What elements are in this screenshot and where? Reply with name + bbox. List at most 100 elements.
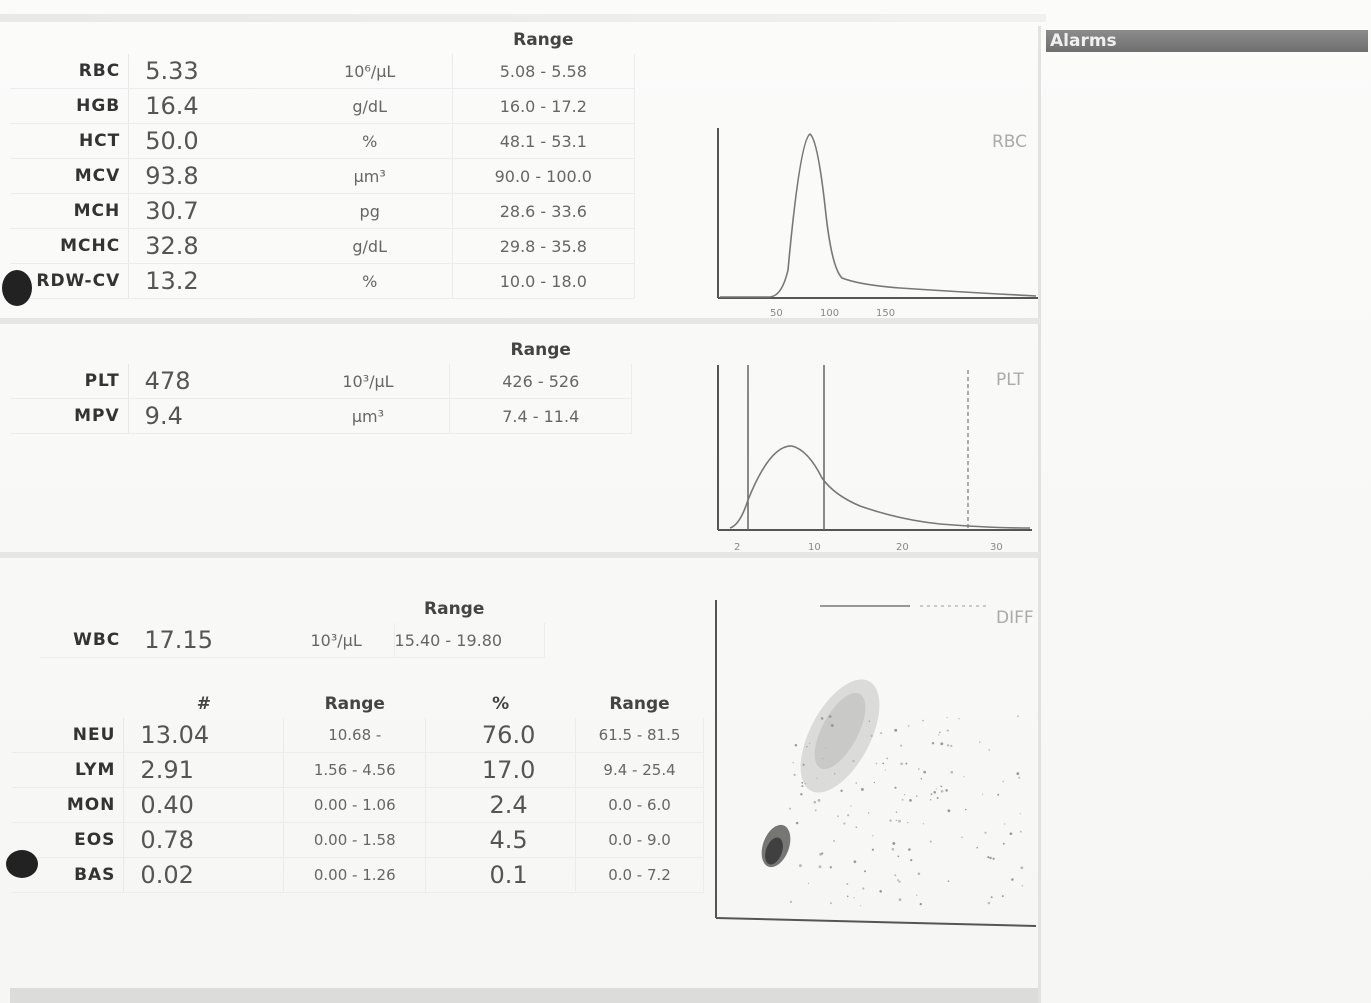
scatter-speck: [894, 874, 897, 877]
rbc-param-row: MCHC 32.8 g/dL 29.8 - 35.8: [10, 228, 636, 264]
scatter-speck: [807, 882, 810, 885]
scatter-speck: [891, 847, 895, 851]
param-range: 28.6 - 33.6: [451, 193, 636, 229]
scatter-speck: [919, 902, 922, 906]
wbc-results-table: Range WBC 17.15 10³/µL 15.40 - 19.80: [40, 595, 546, 658]
param-range: 90.0 - 100.0: [451, 158, 636, 194]
scatter-speck: [898, 880, 901, 883]
scatter-speck: [910, 858, 913, 862]
param-value: 478: [128, 364, 287, 399]
param-range: 16.0 - 17.2: [451, 88, 636, 124]
scatter-speck: [916, 795, 918, 797]
diff-param-row: NEU 13.04 10.68 -76.0 61.5 - 81.5: [12, 718, 704, 753]
plt-param-row: MPV 9.4 µm³ 7.4 - 11.4: [10, 398, 632, 434]
scatter-speck: [837, 815, 839, 818]
alarms-header: Alarms: [1046, 30, 1368, 52]
scatter-speck: [892, 841, 896, 845]
param-value: 13.2: [128, 263, 288, 299]
scatter-speck: [1021, 884, 1024, 887]
param-unit: %: [287, 123, 453, 159]
pct-value: 76.0: [425, 718, 576, 753]
rbc-range-header: Range: [513, 30, 574, 50]
scatter-speck: [900, 762, 903, 766]
pct-range: 0.0 - 9.0: [575, 822, 704, 858]
scatter-speck: [855, 782, 858, 784]
scatter-speck: [875, 762, 878, 765]
scatter-speck: [840, 789, 843, 793]
param-unit: 10³/µL: [286, 364, 450, 399]
scatter-speck: [1020, 866, 1024, 870]
pct-range-header: Range: [609, 694, 670, 714]
scatter-speck: [870, 734, 873, 738]
param-label: PLT: [10, 364, 129, 399]
scatter-speck: [935, 788, 938, 790]
scatter-speck: [793, 773, 796, 777]
param-unit: µm³: [286, 398, 450, 434]
scatter-speck: [789, 900, 793, 904]
scatter-speck: [895, 819, 897, 822]
scatter-speck: [884, 769, 886, 771]
scatter-speck: [905, 762, 908, 765]
plt-tick: 2: [734, 542, 740, 553]
scatter-speck: [853, 860, 857, 864]
scatter-speck: [947, 809, 951, 813]
param-label: HGB: [10, 88, 130, 124]
param-label: MPV: [10, 398, 129, 434]
scatter-speck: [907, 725, 910, 727]
scatter-speck: [938, 731, 941, 734]
scatter-speck: [853, 897, 855, 899]
abs-header: #: [196, 694, 211, 714]
wbc-value: 17.15: [128, 623, 279, 658]
wbc-range: 15.40 - 19.80: [393, 623, 546, 658]
scatter-speck: [895, 811, 898, 813]
top-divider: [0, 14, 1046, 22]
scatter-speck: [978, 741, 981, 743]
plt-header-blank: [128, 336, 286, 364]
scatter-speck: [922, 719, 924, 722]
wbc-unit: 10³/µL: [278, 623, 395, 658]
scatter-speck: [1001, 895, 1004, 898]
abs-range: 0.00 - 1.58: [283, 822, 427, 858]
scatter-speck: [930, 793, 933, 795]
scatter-speck: [940, 789, 944, 793]
scatter-speck: [947, 880, 950, 883]
scatter-speck: [897, 855, 900, 858]
scatter-speck: [958, 718, 960, 720]
pct-range: 0.0 - 6.0: [575, 787, 704, 823]
rbc-param-row: HGB 16.4 g/dL 16.0 - 17.2: [10, 88, 636, 124]
rbc-tick: 50: [770, 308, 783, 319]
scatter-speck: [940, 785, 943, 788]
scatter-speck: [820, 717, 824, 720]
param-unit: 10⁶/µL: [287, 54, 453, 89]
scatter-speck: [989, 856, 992, 860]
scatter-speck: [909, 799, 912, 802]
plt-param-row: PLT 478 10³/µL 426 - 526: [10, 364, 632, 399]
abs-value: 0.02: [123, 857, 284, 893]
scatter-speck: [806, 746, 808, 748]
scatter-speck: [863, 870, 867, 873]
scatter-speck: [817, 798, 821, 802]
rbc-header-blank: [288, 26, 452, 54]
scatter-speck: [852, 759, 855, 763]
scatter-speck: [879, 890, 882, 893]
rbc-graph-title: RBC: [992, 132, 1028, 152]
param-range: 5.08 - 5.58: [451, 54, 636, 89]
scatter-speck: [898, 819, 901, 823]
scatter-speck: [886, 757, 889, 760]
pct-range: 61.5 - 81.5: [575, 718, 704, 753]
scatter-speck: [981, 793, 984, 795]
abs-range: 1.56 - 4.56: [283, 752, 427, 788]
scatter-speck: [900, 744, 903, 747]
scatter-speck: [802, 763, 805, 766]
punch-hole-mark: [6, 850, 38, 878]
scatter-speck: [1019, 830, 1022, 833]
scatter-speck: [1003, 823, 1006, 825]
abs-range: 0.00 - 1.06: [283, 787, 427, 823]
scatter-speck: [897, 879, 899, 882]
param-label: LYM: [12, 752, 125, 788]
scatter-speck: [940, 742, 944, 746]
rbc-tick: 150: [876, 308, 895, 319]
wbc-label: WBC: [40, 623, 129, 658]
wbc-range-header: Range: [424, 599, 485, 619]
scatter-speck: [987, 856, 990, 859]
